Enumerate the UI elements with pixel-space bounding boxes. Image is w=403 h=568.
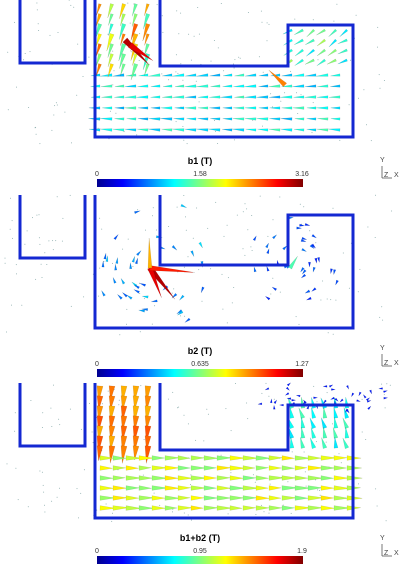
panel-b2: b2 (T) 0 0.635 1.27 Y Z X (4, 194, 399, 377)
axis-z-label: Z (384, 360, 389, 367)
colorbar-title-b1b2: b1+b2 (T) (180, 533, 220, 543)
colorbar-min-b1: 0 (95, 171, 99, 178)
colorbar-min-b1b2: 0 (95, 548, 99, 555)
panel-b1b2: b1+b2 (T) 0 0.95 1.9 Y Z X (6, 382, 399, 564)
axis-triad-b1b2: Y Z X (380, 535, 399, 557)
colorbar-max-b2: 1.27 (295, 361, 309, 368)
axis-y-label: Y (380, 535, 385, 542)
colorbar-min-b2: 0 (95, 361, 99, 368)
axis-x-label: X (394, 360, 399, 367)
axis-z-label: Z (384, 172, 389, 179)
panel-b1-arrows (88, 3, 349, 132)
axis-triad-b1: Y Z X (380, 157, 399, 179)
axis-triad-b2: Y Z X (380, 345, 399, 367)
colorbar-b1 (97, 179, 303, 187)
panel-b1b2-outline (18, 383, 355, 520)
panel-b1b2-arrows (96, 382, 388, 511)
panel-b1: b1 (T) 0 1.58 3.16 Y Z X (7, 0, 399, 187)
panel-b2-dots (4, 194, 393, 336)
colorbar-title-b1: b1 (T) (188, 156, 213, 166)
axis-y-label: Y (380, 345, 385, 352)
axis-y-label: Y (380, 157, 385, 164)
colorbar-b1b2 (97, 556, 303, 564)
colorbar-max-b1: 3.16 (295, 171, 309, 178)
panel-b1-outline (18, 0, 355, 139)
axis-x-label: X (394, 172, 399, 179)
colorbar-title-b2: b2 (T) (188, 346, 213, 356)
panel-b1-dots (7, 0, 385, 145)
colorbar-mid-b1b2: 0.95 (193, 548, 207, 555)
axis-z-label: Z (384, 550, 389, 557)
colorbar-mid-b2: 0.635 (191, 361, 209, 368)
panel-b2-outline (18, 195, 355, 330)
colorbar-mid-b1: 1.58 (193, 171, 207, 178)
axis-x-label: X (394, 550, 399, 557)
colorbar-b2 (97, 369, 303, 377)
panel-b2-arrows (101, 203, 339, 323)
colorbar-max-b1b2: 1.9 (297, 548, 307, 555)
